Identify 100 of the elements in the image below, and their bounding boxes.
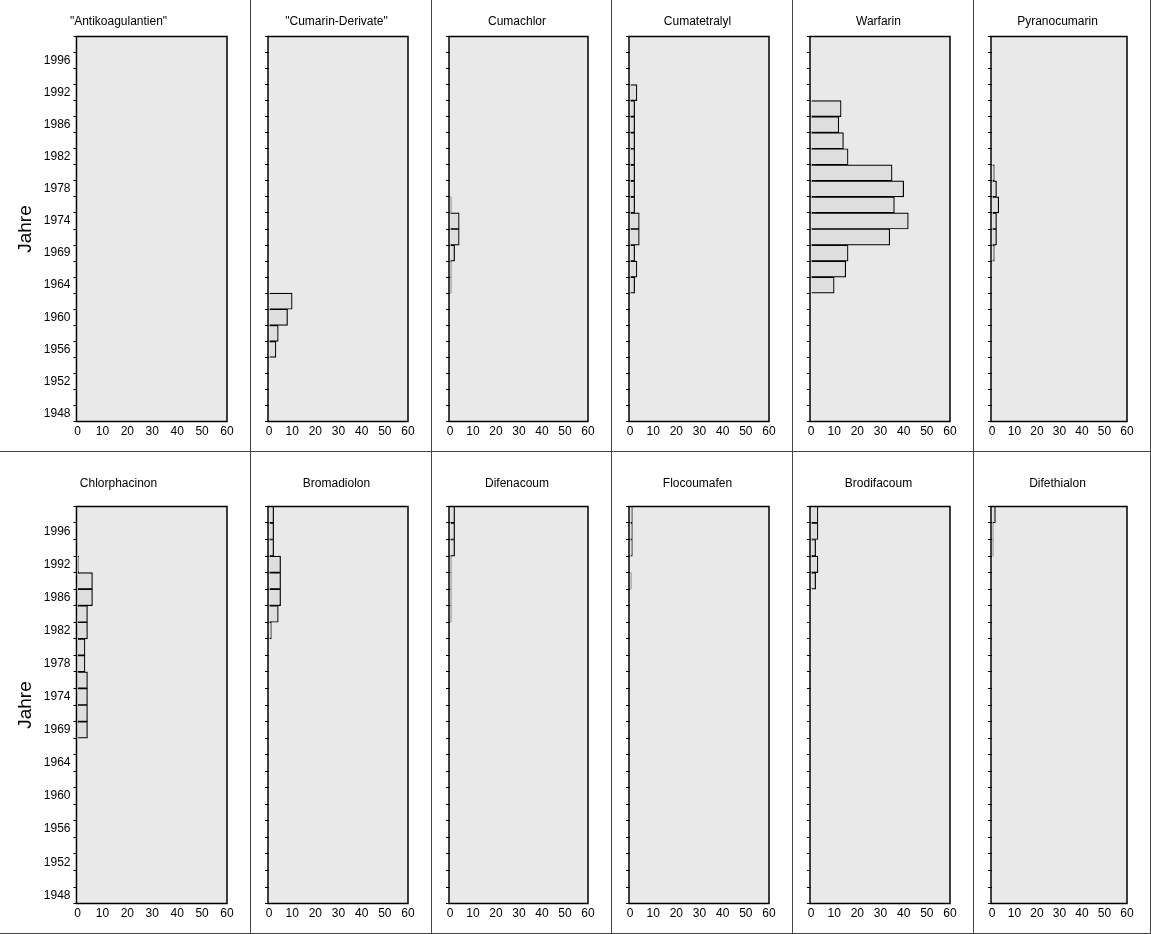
x-tick-label: 50 <box>195 906 210 921</box>
x-tick-label: 60 <box>762 906 776 921</box>
x-tick-label: 60 <box>943 424 957 439</box>
y-tick-label: 1948 <box>43 405 71 420</box>
x-tick-label: 60 <box>401 424 415 439</box>
y-tick-label: 1978 <box>43 181 71 196</box>
y-tick-label: 1986 <box>43 589 71 604</box>
y-tick-label: 1986 <box>43 116 71 131</box>
x-tick-label: 0 <box>626 424 634 439</box>
x-tick-label: 30 <box>873 424 888 439</box>
x-tick-label: 40 <box>896 906 911 921</box>
y-tick-label: 1992 <box>43 556 71 571</box>
x-tick-label: 40 <box>354 424 369 439</box>
chart-title: Pyranocumarin <box>1017 13 1098 28</box>
y-tick-label: 1960 <box>43 788 71 803</box>
x-tick-label: 20 <box>308 424 323 439</box>
x-tick-label: 30 <box>331 424 346 439</box>
x-tick-label: 0 <box>626 906 634 921</box>
x-tick-label: 10 <box>466 424 480 439</box>
x-tick-label: 0 <box>807 424 815 439</box>
chart-title: "Cumarin-Derivate" <box>285 13 388 28</box>
x-tick-label: 40 <box>1075 424 1089 439</box>
x-tick-label: 30 <box>692 424 707 439</box>
x-tick-label: 10 <box>1007 906 1022 921</box>
y-tick-label: 1969 <box>43 722 71 737</box>
chart-title: Difethialon <box>1029 475 1086 490</box>
x-tick-label: 60 <box>581 424 595 439</box>
y-tick-label: 1964 <box>43 277 71 292</box>
x-tick-label: 0 <box>446 424 454 439</box>
x-tick-label: 30 <box>692 906 707 921</box>
x-tick-label: 60 <box>220 906 234 921</box>
x-tick-label: 60 <box>762 424 776 439</box>
chart-title: Cumachlor <box>487 13 547 28</box>
x-tick-label: 10 <box>466 906 480 921</box>
y-tick-label: 1969 <box>43 245 71 260</box>
chart-title: Brodifacoum <box>844 475 913 490</box>
x-tick-label: 60 <box>220 424 234 439</box>
x-tick-label: 40 <box>1075 906 1089 921</box>
x-tick-label: 10 <box>827 906 842 921</box>
x-tick-label: 60 <box>401 906 415 921</box>
y-tick-label: 1960 <box>43 309 71 324</box>
x-tick-label: 20 <box>120 906 135 921</box>
x-tick-label: 10 <box>285 906 300 921</box>
x-tick-label: 30 <box>512 424 526 439</box>
x-tick-label: 10 <box>646 424 661 439</box>
x-tick-label: 0 <box>988 424 996 439</box>
x-tick-label: 20 <box>308 906 323 921</box>
x-tick-label: 50 <box>378 906 392 921</box>
x-tick-label: 60 <box>1120 424 1134 439</box>
x-tick-label: 20 <box>850 424 865 439</box>
y-axis-title: Jahre <box>13 681 35 729</box>
chart-title: Bromadiolon <box>302 475 371 490</box>
x-tick-label: 60 <box>1120 906 1134 921</box>
x-tick-label: 30 <box>1052 906 1067 921</box>
chart-title: Flocoumafen <box>662 475 733 490</box>
chart-title: Cumatetralyl <box>663 13 732 28</box>
chart-title: "Antikoagulantien" <box>69 13 168 28</box>
x-tick-label: 10 <box>827 424 842 439</box>
y-tick-label: 1996 <box>43 52 71 67</box>
y-tick-label: 1974 <box>43 689 71 704</box>
x-tick-label: 30 <box>331 906 346 921</box>
y-tick-label: 1964 <box>43 755 71 770</box>
y-tick-label: 1982 <box>43 149 71 164</box>
x-tick-label: 30 <box>873 906 888 921</box>
x-tick-label: 0 <box>446 906 454 921</box>
x-tick-label: 20 <box>489 906 503 921</box>
x-tick-label: 0 <box>74 906 82 921</box>
x-tick-label: 50 <box>378 424 392 439</box>
x-tick-label: 50 <box>920 906 934 921</box>
x-tick-label: 20 <box>850 906 865 921</box>
x-tick-label: 0 <box>265 906 273 921</box>
x-tick-label: 0 <box>807 906 815 921</box>
x-tick-label: 50 <box>739 906 753 921</box>
y-tick-label: 1996 <box>43 523 71 538</box>
x-tick-label: 40 <box>354 906 369 921</box>
x-tick-label: 50 <box>739 424 753 439</box>
x-tick-label: 10 <box>646 906 661 921</box>
x-tick-label: 20 <box>1030 424 1044 439</box>
x-tick-label: 20 <box>669 424 684 439</box>
x-tick-label: 50 <box>920 424 934 439</box>
x-tick-label: 10 <box>95 424 110 439</box>
x-tick-label: 50 <box>558 906 572 921</box>
x-tick-label: 20 <box>120 424 135 439</box>
x-tick-label: 20 <box>669 906 684 921</box>
x-tick-label: 40 <box>535 424 549 439</box>
x-tick-label: 40 <box>715 424 730 439</box>
y-tick-label: 1952 <box>43 854 71 869</box>
y-tick-label: 1952 <box>43 373 71 388</box>
x-tick-label: 30 <box>512 906 526 921</box>
x-tick-label: 50 <box>1097 424 1112 439</box>
x-tick-label: 10 <box>285 424 300 439</box>
x-tick-label: 60 <box>581 906 595 921</box>
x-tick-label: 40 <box>715 906 730 921</box>
x-tick-label: 30 <box>1052 424 1067 439</box>
x-tick-label: 30 <box>145 424 160 439</box>
x-tick-label: 40 <box>170 424 185 439</box>
x-tick-label: 10 <box>1007 424 1022 439</box>
x-tick-label: 20 <box>489 424 503 439</box>
x-tick-label: 50 <box>195 424 210 439</box>
x-tick-label: 0 <box>265 424 273 439</box>
